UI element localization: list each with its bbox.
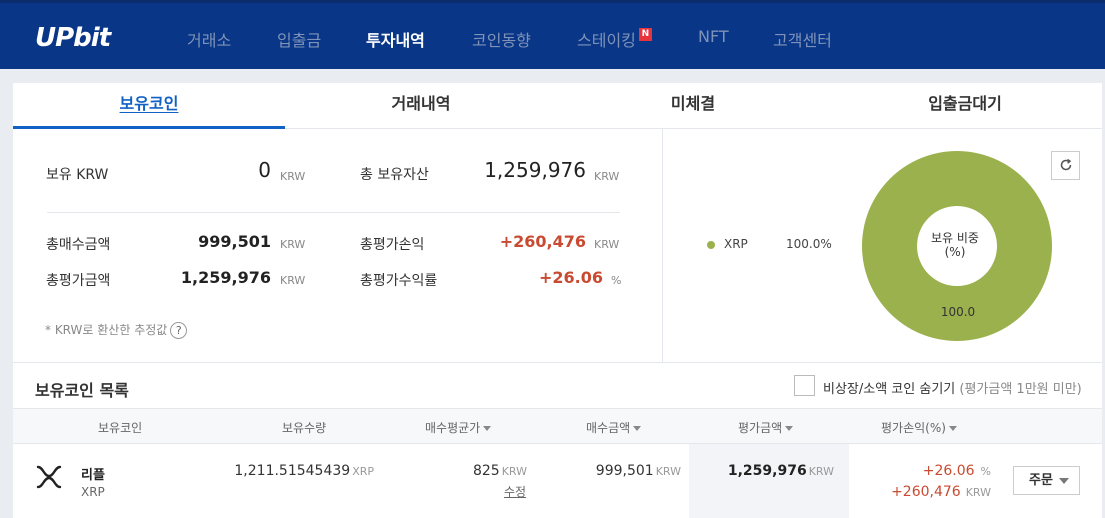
donut-slice-label: 100.0 — [940, 305, 976, 319]
allocation-donut-chart — [862, 151, 1052, 341]
buy-amount-unit: KRW — [655, 465, 681, 478]
nav-staking[interactable]: 스테이킹 N — [577, 27, 652, 51]
holding-krw-label: 보유 KRW — [46, 167, 109, 183]
total-eval-unit: KRW — [280, 274, 306, 287]
total-rate-value: +26.06 — [538, 268, 603, 287]
nav-investments[interactable]: 투자내역 — [366, 31, 425, 50]
profit-rate: +26.06% — [923, 463, 991, 479]
hide-small-coins-checkbox[interactable] — [794, 375, 815, 396]
legend-swatch-xrp — [707, 241, 715, 249]
profit-amount-value: +260,476 — [891, 484, 961, 500]
section-divider — [13, 362, 1102, 363]
total-buy-label: 총매수금액 — [46, 237, 111, 253]
buy-amount: 999,501 KRW — [596, 463, 681, 479]
tab-trade-history[interactable]: 거래내역 — [391, 94, 451, 113]
eval-column-highlight — [689, 444, 849, 518]
avg-buy-price-value: 825 — [472, 463, 500, 479]
donut-center-unit: (%) — [944, 245, 966, 259]
total-rate-unit: % — [611, 274, 622, 287]
profit-amount: +260,476 KRW — [891, 484, 991, 500]
new-badge: N — [638, 28, 652, 41]
buy-amount-value: 999,501 — [595, 463, 654, 479]
coin-symbol: XRP — [81, 485, 105, 499]
holding-quantity-unit: XRP — [352, 465, 374, 478]
tab-pending-transfers[interactable]: 입출금대기 — [928, 94, 1002, 113]
nav-nft[interactable]: NFT — [698, 27, 729, 46]
col-avg-price-label: 매수평균가 — [425, 421, 481, 435]
eval-amount-unit: KRW — [808, 465, 834, 478]
sort-caret-icon — [785, 426, 794, 431]
col-coin: 보유코인 — [98, 421, 143, 435]
eval-amount: 1,259,976 KRW — [728, 463, 834, 479]
holding-quantity-value: 1,211.51545439 — [234, 463, 351, 479]
refresh-button[interactable] — [1051, 151, 1080, 180]
donut-center-label: 보유 비중 (%) — [910, 231, 1000, 259]
xrp-coin-icon — [36, 465, 62, 489]
total-rate-label: 총평가수익률 — [360, 273, 438, 289]
summary-vertical-divider — [662, 129, 663, 362]
total-buy-value: 999,501 — [198, 232, 271, 251]
sort-caret-icon — [633, 426, 642, 431]
estimate-note: * KRW로 환산한 추정값? — [45, 321, 188, 339]
help-icon[interactable]: ? — [170, 322, 188, 339]
col-quantity: 보유수량 — [282, 421, 327, 435]
donut-hole — [917, 206, 997, 286]
hide-small-coins-text: 비상장/소액 코인 숨기기 — [823, 382, 956, 397]
holding-quantity: 1,211.51545439 XRP — [234, 463, 374, 479]
col-eval-amount[interactable]: 평가금액 — [738, 419, 794, 436]
total-eval-label: 총평가금액 — [46, 273, 111, 289]
refresh-icon — [1060, 158, 1071, 171]
nav-staking-label: 스테이킹 — [577, 31, 636, 50]
nav-exchange[interactable]: 거래소 — [187, 31, 232, 50]
total-buy-unit: KRW — [280, 238, 306, 251]
profit-rate-value: +26.06 — [922, 463, 975, 479]
holding-krw-value: 0 — [258, 158, 271, 182]
coin-name[interactable]: 리플 — [81, 468, 105, 483]
nav-deposit-withdraw[interactable]: 입출금 — [277, 31, 322, 50]
nav-coin-trends[interactable]: 코인동향 — [472, 31, 531, 50]
investments-panel: 보유코인 거래내역 미체결 입출금대기 보유 KRW 0 KRW 총 보유자산 … — [13, 83, 1102, 518]
profit-amount-unit: KRW — [965, 486, 991, 499]
legend-name-xrp: XRP — [724, 237, 748, 251]
total-assets-label: 총 보유자산 — [360, 167, 429, 183]
edit-avg-price-link[interactable]: 수정 — [504, 485, 527, 499]
col-buy-amount-label: 매수금액 — [586, 421, 631, 435]
tab-open-orders[interactable]: 미체결 — [670, 94, 716, 113]
estimate-note-text: * KRW로 환산한 추정값 — [45, 323, 168, 337]
total-assets-value: 1,259,976 — [484, 158, 586, 182]
tab-holdings[interactable]: 보유코인 — [13, 83, 285, 129]
col-profit-loss[interactable]: 평가손익(%) — [881, 419, 957, 436]
col-buy-amount[interactable]: 매수금액 — [586, 419, 642, 436]
hide-small-coins-label[interactable]: 비상장/소액 코인 숨기기 (평가금액 1만원 미만) — [823, 378, 1082, 397]
legend-value-xrp: 100.0% — [786, 237, 832, 251]
chevron-down-icon — [1059, 478, 1069, 484]
hide-small-coins-sub: (평가금액 1만원 미만) — [959, 382, 1082, 397]
avg-buy-price-unit: KRW — [501, 465, 527, 478]
total-eval-value: 1,259,976 — [180, 268, 271, 287]
holdings-table-header: 보유코인 보유수량 매수평균가 매수금액 평가금액 평가손익(%) — [13, 408, 1102, 444]
col-avg-price[interactable]: 매수평균가 — [425, 419, 492, 436]
order-button-label: 주문 — [1029, 473, 1053, 488]
total-pl-value: +260,476 — [499, 232, 586, 251]
top-nav-bar: UPbit 거래소 입출금 투자내역 코인동향 스테이킹 N NFT 고객센터 — [0, 0, 1105, 69]
col-profit-loss-label: 평가손익(%) — [881, 421, 946, 435]
total-assets-unit: KRW — [594, 170, 620, 183]
avg-buy-price: 825 KRW — [473, 463, 527, 479]
profit-rate-unit: % — [980, 465, 991, 478]
col-eval-amount-label: 평가금액 — [738, 421, 783, 435]
donut-center-title: 보유 비중 — [931, 231, 979, 245]
order-button[interactable]: 주문 — [1013, 466, 1080, 495]
holdings-list-title: 보유코인 목록 — [35, 381, 129, 400]
nav-customer-center[interactable]: 고객센터 — [773, 31, 832, 50]
sort-caret-icon — [948, 426, 957, 431]
upbit-logo[interactable]: UPbit — [35, 23, 111, 53]
total-pl-label: 총평가손익 — [360, 237, 425, 253]
holding-krw-unit: KRW — [280, 170, 306, 183]
eval-amount-value: 1,259,976 — [727, 463, 807, 479]
total-pl-unit: KRW — [594, 238, 620, 251]
sort-caret-icon — [483, 426, 492, 431]
tab-bar: 보유코인 거래내역 미체결 입출금대기 — [13, 83, 1102, 129]
summary-divider — [47, 212, 620, 213]
